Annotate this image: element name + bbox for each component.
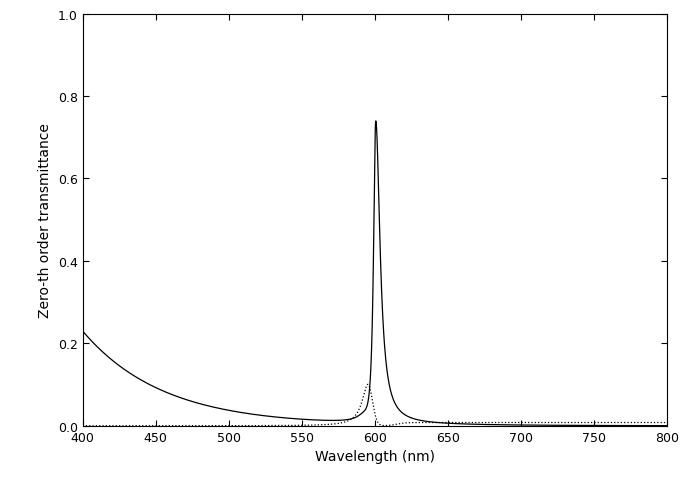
Y-axis label: Zero-th order transmittance: Zero-th order transmittance [38, 123, 52, 318]
X-axis label: Wavelength (nm): Wavelength (nm) [315, 449, 435, 463]
